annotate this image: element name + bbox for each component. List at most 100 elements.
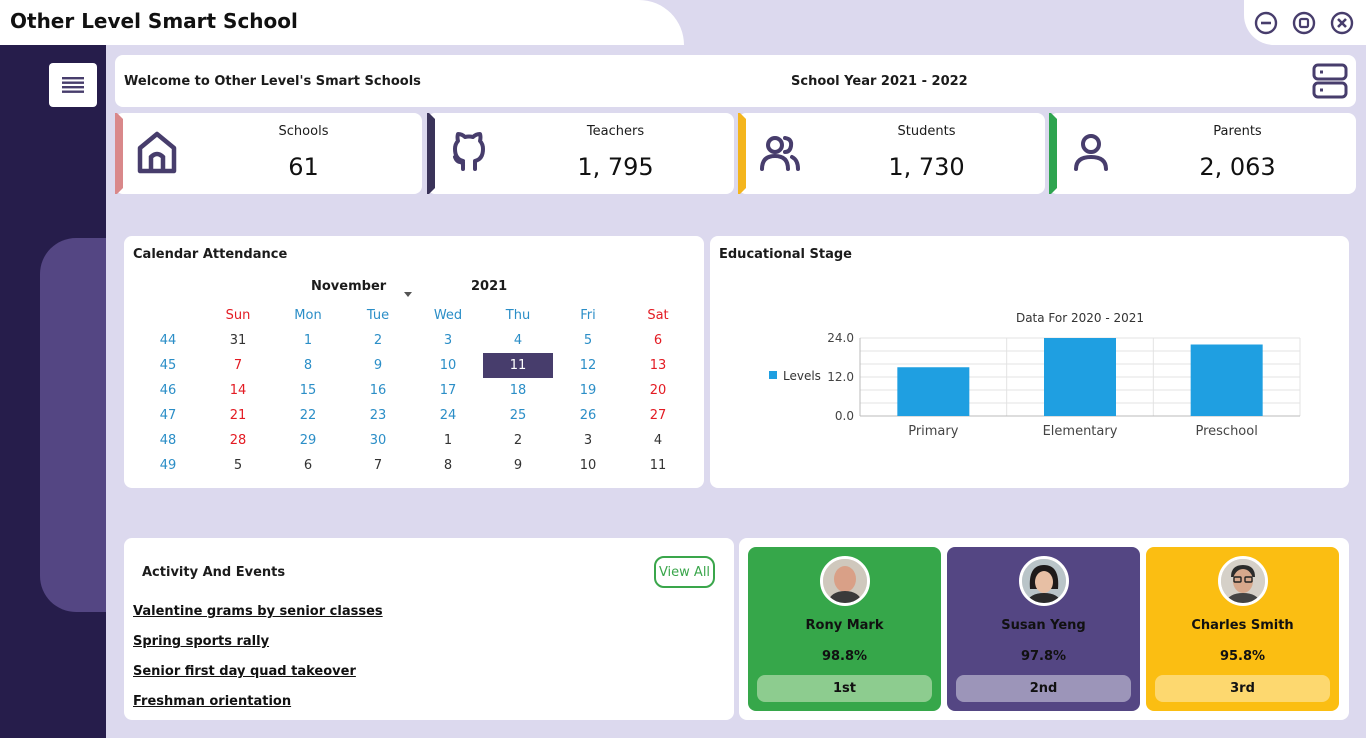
calendar-day[interactable]: 10 [439,358,457,373]
calendar-day[interactable]: 1 [303,333,313,348]
calendar-day[interactable]: 5 [233,458,243,473]
stat-label: Schools [278,124,329,139]
week-number: 45 [159,358,177,373]
bar [1044,338,1116,416]
calendar-day[interactable]: 4 [653,433,663,448]
leader-card-2[interactable]: Susan Yeng 97.8% 2nd [947,547,1140,711]
calendar-day[interactable]: 25 [509,408,527,423]
calendar-day[interactable]: 21 [229,408,247,423]
calendar-week-row: 44 31 1 2 3 4 5 6 [133,328,693,353]
calendar-day[interactable]: 2 [513,433,523,448]
calendar-day[interactable]: 31 [229,333,247,348]
calendar-week-row: 48 28 29 30 1 2 3 4 [133,428,693,453]
calendar-day[interactable]: 20 [649,383,667,398]
chart-title: Data For 2020 - 2021 [1016,311,1144,325]
avatar [1218,556,1268,606]
close-icon[interactable] [1329,10,1355,36]
calendar-day[interactable]: 15 [299,383,317,398]
chart-card-title: Educational Stage [719,247,853,262]
calendar-week-row: 45 7 8 9 10 11 12 13 [133,353,693,378]
weekday-label: Wed [433,308,463,323]
week-number: 44 [159,333,177,348]
menu-button[interactable] [49,63,97,107]
leader-name: Rony Mark [805,618,884,633]
calendar-day[interactable]: 30 [369,433,387,448]
calendar-day[interactable]: 1 [443,433,453,448]
github-icon [447,129,491,175]
week-number: 48 [159,433,177,448]
week-number: 46 [159,383,177,398]
leader-score: 98.8% [821,649,868,664]
calendar-day[interactable]: 23 [369,408,387,423]
maximize-icon[interactable] [1291,10,1317,36]
calendar-day[interactable]: 18 [509,383,527,398]
activity-link[interactable]: Senior first day quad takeover [133,664,356,679]
stat-accent [738,113,746,194]
stat-label: Parents [1213,124,1262,139]
calendar-day[interactable]: 28 [229,433,247,448]
calendar-day[interactable]: 13 [649,358,667,373]
calendar-day[interactable]: 9 [373,358,383,373]
calendar-day[interactable]: 24 [439,408,457,423]
home-icon [135,129,179,175]
calendar-day[interactable]: 10 [579,458,597,473]
calendar-grid: Sun Mon Tue Wed Thu Fri Sat 44 31 1 2 3 4 5 6 45 7 8 9 10 11… [133,303,693,478]
chevron-down-icon[interactable] [404,292,412,297]
calendar-day[interactable]: 3 [443,333,453,348]
stat-card-teachers[interactable]: Teachers 1, 795 [427,113,734,194]
view-all-button[interactable]: View All [654,556,715,588]
stat-accent [1049,113,1057,194]
weekday-label: Fri [580,308,596,323]
activity-link[interactable]: Freshman orientation [133,694,292,709]
stat-card-schools[interactable]: Schools 61 [115,113,422,194]
calendar-day[interactable]: 11 [483,353,553,378]
calendar-day[interactable]: 22 [299,408,317,423]
stat-label: Students [897,124,956,139]
calendar-day[interactable]: 16 [369,383,387,398]
calendar-day[interactable]: 8 [303,358,313,373]
calendar-day[interactable]: 27 [649,408,667,423]
calendar-day[interactable]: 26 [579,408,597,423]
bar-chart: Data For 2020 - 2021 0.0 12.0 24.0 Primary El… [769,311,1301,439]
activity-link[interactable]: Valentine grams by senior classes [133,604,383,619]
x-tick-label: Elementary [1043,424,1118,439]
week-number: 49 [159,458,177,473]
legend-label: Levels [783,369,821,383]
legend-swatch [769,371,777,379]
welcome-bar: Welcome to Other Level's Smart Schools S… [115,55,1356,107]
activity-link[interactable]: Spring sports rally [133,634,270,649]
stat-value: 61 [288,153,319,181]
weekday-label: Sat [647,308,669,323]
calendar-day[interactable]: 5 [583,333,593,348]
calendar-day[interactable]: 7 [233,358,243,373]
server-icon[interactable] [1312,63,1348,99]
calendar-day[interactable]: 14 [229,383,247,398]
calendar-day[interactable]: 19 [579,383,597,398]
calendar-weekday-header: Sun Mon Tue Wed Thu Fri Sat [133,303,693,328]
calendar-day[interactable]: 6 [303,458,313,473]
stat-value: 2, 063 [1199,153,1276,181]
calendar-day[interactable]: 9 [513,458,523,473]
calendar-day[interactable]: 7 [373,458,383,473]
leader-card-3[interactable]: Charles Smith 95.8% 3rd [1146,547,1339,711]
calendar-day[interactable]: 29 [299,433,317,448]
calendar-day[interactable]: 12 [579,358,597,373]
calendar-day[interactable]: 11 [649,458,667,473]
calendar-day[interactable]: 3 [583,433,593,448]
calendar-day[interactable]: 17 [439,383,457,398]
calendar-month[interactable]: November [311,279,387,294]
leader-card-1[interactable]: Rony Mark 98.8% 1st [748,547,941,711]
calendar-year[interactable]: 2021 [471,279,508,294]
minimize-icon[interactable] [1253,10,1279,36]
y-tick-label: 0.0 [835,409,854,423]
calendar-day[interactable]: 2 [373,333,383,348]
activity-list: Valentine grams by senior classes Spring… [133,604,383,724]
stat-card-students[interactable]: Students 1, 730 [738,113,1045,194]
calendar-day[interactable]: 4 [513,333,523,348]
weekday-label: Thu [505,308,531,323]
sidebar-panel [40,238,106,612]
calendar-day[interactable]: 8 [443,458,453,473]
stat-card-parents[interactable]: Parents 2, 063 [1049,113,1356,194]
calendar-week-row: 47 21 22 23 24 25 26 27 [133,403,693,428]
calendar-day[interactable]: 6 [653,333,663,348]
